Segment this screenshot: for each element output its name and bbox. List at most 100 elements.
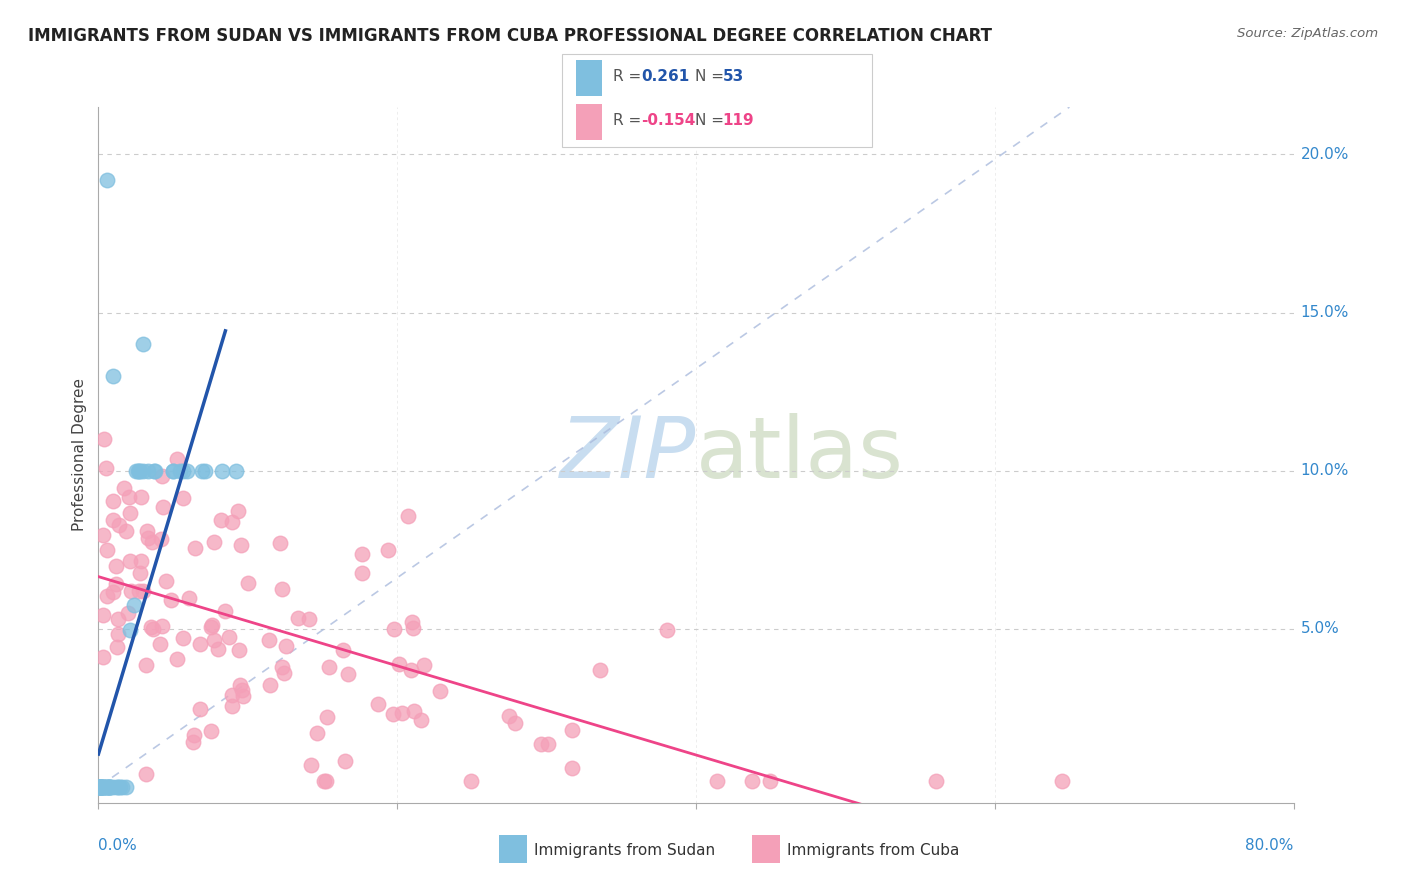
Point: [561, 723, 583, 737]
Point: [257, 632, 280, 647]
Point: [150, 468, 173, 483]
Point: [274, 640, 297, 654]
Text: Immigrants from Cuba: Immigrants from Cuba: [787, 843, 960, 857]
Point: [93, 432, 115, 446]
Point: [177, 591, 200, 605]
Point: [105, 640, 128, 654]
Point: [101, 494, 124, 508]
Point: [429, 684, 451, 698]
Point: [98, 780, 121, 794]
Point: [120, 554, 142, 568]
Point: [350, 566, 373, 581]
Text: N =: N =: [695, 112, 728, 128]
Point: [388, 657, 411, 671]
Point: [333, 754, 356, 768]
Point: [94, 780, 117, 794]
Point: [105, 558, 128, 573]
Point: [218, 630, 240, 644]
Point: [91, 528, 114, 542]
Point: [228, 503, 250, 517]
Point: [90, 780, 112, 794]
Text: 0.261: 0.261: [641, 69, 689, 84]
Point: [118, 506, 141, 520]
Point: [107, 611, 129, 625]
Point: [91, 780, 114, 794]
Point: [269, 535, 291, 549]
Point: [183, 541, 205, 555]
Point: [142, 622, 165, 636]
Point: [87, 780, 110, 794]
Text: 119: 119: [723, 112, 754, 128]
Text: R =: R =: [613, 112, 647, 128]
Point: [120, 584, 142, 599]
Point: [166, 652, 188, 666]
Point: [271, 660, 294, 674]
Point: [89, 780, 111, 794]
Point: [190, 637, 212, 651]
Point: [98, 780, 121, 794]
Point: [503, 715, 526, 730]
Point: [143, 464, 166, 478]
Point: [413, 658, 436, 673]
Point: [225, 464, 247, 478]
Point: [111, 780, 134, 794]
Point: [89, 780, 111, 794]
Point: [229, 678, 252, 692]
Point: [221, 699, 243, 714]
Point: [87, 780, 110, 794]
Point: [91, 650, 114, 665]
Point: [108, 780, 131, 794]
Point: [139, 620, 162, 634]
Point: [129, 491, 152, 505]
Point: [89, 780, 111, 794]
Point: [98, 780, 121, 794]
Point: [101, 780, 124, 794]
Point: [143, 464, 166, 478]
Point: [105, 577, 128, 591]
Point: [166, 452, 188, 467]
Point: [231, 538, 253, 552]
Point: [536, 737, 558, 751]
Point: [117, 606, 139, 620]
Point: [94, 780, 117, 794]
Point: [350, 547, 373, 561]
Point: [259, 678, 281, 692]
Point: [129, 464, 152, 478]
Text: 20.0%: 20.0%: [1301, 147, 1348, 162]
Point: [129, 554, 152, 568]
Point: [498, 709, 520, 723]
Point: [155, 574, 177, 589]
Text: 15.0%: 15.0%: [1301, 305, 1348, 320]
Point: [93, 780, 115, 794]
Text: 53: 53: [723, 69, 744, 84]
Point: [105, 780, 128, 794]
Point: [228, 643, 250, 657]
Point: [382, 707, 405, 722]
Point: [191, 464, 214, 478]
Point: [460, 773, 482, 788]
Point: [194, 464, 217, 478]
Point: [107, 517, 129, 532]
Point: [391, 706, 413, 720]
Point: [132, 464, 155, 478]
Point: [1050, 773, 1073, 788]
Point: [122, 599, 145, 613]
Point: [211, 464, 233, 478]
Point: [214, 604, 236, 618]
Point: [201, 618, 224, 632]
Point: [307, 726, 329, 740]
Point: [162, 464, 184, 478]
Point: [128, 566, 150, 580]
Point: [149, 637, 172, 651]
Point: [162, 464, 184, 478]
Point: [402, 621, 425, 635]
Point: [136, 464, 159, 478]
Point: [402, 705, 425, 719]
Point: [172, 464, 194, 478]
Point: [183, 728, 205, 742]
Point: [149, 532, 172, 546]
Point: [332, 642, 354, 657]
Text: 10.0%: 10.0%: [1301, 463, 1348, 478]
Point: [127, 464, 149, 478]
Point: [221, 515, 243, 529]
